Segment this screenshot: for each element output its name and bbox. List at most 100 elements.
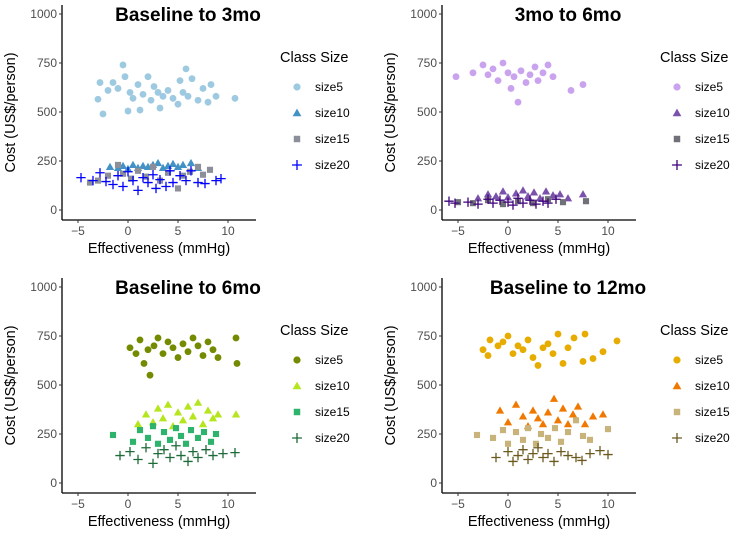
data-point <box>578 190 588 198</box>
data-point <box>495 195 505 205</box>
data-point <box>518 412 528 420</box>
data-point <box>454 199 462 206</box>
data-point <box>200 428 208 436</box>
data-point <box>564 344 572 352</box>
data-point <box>148 458 158 469</box>
data-point <box>158 163 168 171</box>
x-tick-label: 5 <box>175 497 182 511</box>
data-point <box>604 426 612 433</box>
data-point <box>514 342 522 350</box>
data-point <box>187 427 195 434</box>
data-point <box>118 181 128 192</box>
legend-label: size15 <box>695 405 730 419</box>
series-size20 <box>491 443 613 467</box>
legend-marker-plus <box>292 433 302 443</box>
data-point <box>181 175 191 186</box>
data-point <box>463 197 473 207</box>
data-point <box>544 434 552 441</box>
legend-title: Class Size <box>280 50 349 66</box>
data-point <box>504 332 512 340</box>
y-tick-label: 500 <box>37 105 57 119</box>
data-point <box>203 406 213 414</box>
data-point <box>518 445 528 455</box>
data-point <box>134 167 142 174</box>
data-point <box>232 334 240 342</box>
data-point <box>175 171 185 181</box>
data-point <box>508 456 518 467</box>
data-point <box>533 443 543 453</box>
data-point <box>522 79 530 87</box>
data-point <box>503 193 513 201</box>
data-point <box>567 87 575 94</box>
data-point <box>76 172 86 183</box>
y-tick-label: 250 <box>37 154 57 168</box>
panel-1: 0 250 500 750 1000 −5 0 5 10 Effectiveness (mmHg)… <box>3 5 350 257</box>
data-point <box>126 88 134 96</box>
data-point <box>184 92 192 100</box>
x-axis-title: Effectiveness (mmHg) <box>468 514 610 530</box>
legend-label: size15 <box>315 132 350 146</box>
data-point <box>194 96 202 104</box>
x-tick-label: 5 <box>555 224 562 238</box>
data-point <box>532 440 540 447</box>
data-point <box>159 445 169 455</box>
data-point <box>491 452 501 463</box>
data-point <box>535 194 545 202</box>
data-point <box>206 166 214 173</box>
data-point <box>218 448 228 459</box>
legend-label: size20 <box>315 431 350 445</box>
data-point <box>86 179 94 186</box>
data-point <box>498 187 508 195</box>
data-point <box>543 408 553 416</box>
data-point <box>136 336 144 344</box>
panel-3: 0 250 500 750 1000 −5 0 5 10 Effectiveness (mmHg)… <box>3 278 350 530</box>
data-point <box>588 412 598 420</box>
data-point <box>568 410 578 418</box>
y-tick-label: 250 <box>37 427 57 441</box>
data-point <box>473 194 483 202</box>
data-point <box>189 334 197 342</box>
x-tick-label: 10 <box>601 224 615 238</box>
data-point <box>539 344 547 352</box>
data-point <box>134 81 142 88</box>
data-point <box>571 452 581 463</box>
data-point <box>559 199 567 206</box>
legend-label: size15 <box>315 405 350 419</box>
data-point <box>563 450 573 461</box>
legend-marker-triangle <box>672 381 682 390</box>
data-point <box>518 186 528 194</box>
data-point <box>483 194 493 204</box>
data-point <box>105 162 115 170</box>
x-tick-label: −5 <box>71 497 85 511</box>
legend-label: size15 <box>695 132 730 146</box>
data-point <box>119 61 127 69</box>
data-point <box>171 441 181 451</box>
data-point <box>585 448 595 459</box>
data-point <box>479 346 487 354</box>
data-point <box>142 173 150 180</box>
data-point <box>136 106 144 114</box>
data-point <box>491 192 501 200</box>
data-point <box>96 79 104 87</box>
data-point <box>95 168 105 178</box>
data-point <box>549 350 557 358</box>
data-point <box>499 338 507 346</box>
data-point <box>144 434 152 441</box>
data-point <box>174 185 182 192</box>
series-size20 <box>444 193 561 210</box>
data-point <box>484 71 492 79</box>
data-point <box>139 90 147 98</box>
data-point <box>133 185 143 196</box>
data-point <box>129 438 137 445</box>
data-point <box>143 177 153 188</box>
data-point <box>132 350 140 358</box>
data-point <box>164 169 172 176</box>
data-point <box>526 71 534 79</box>
data-point <box>198 420 208 428</box>
data-point <box>544 340 552 348</box>
y-tick-label: 750 <box>417 329 437 343</box>
data-point <box>129 94 137 102</box>
data-point <box>529 188 539 196</box>
data-point <box>119 170 127 177</box>
